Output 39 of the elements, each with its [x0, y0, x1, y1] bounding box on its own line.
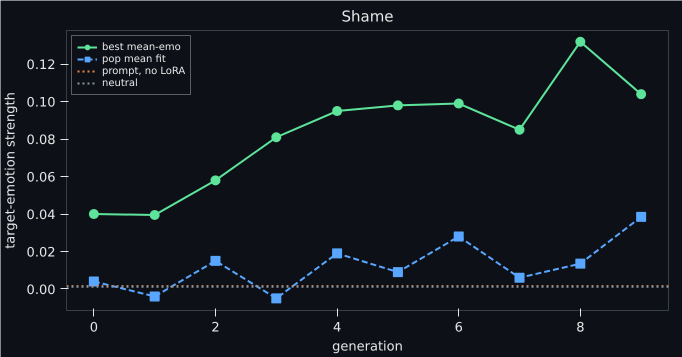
point: [514, 272, 525, 283]
point: [454, 232, 464, 242]
y-tick-label: 0.12: [26, 58, 56, 74]
legend-label: neutral: [102, 77, 138, 89]
point: [210, 256, 220, 266]
point: [636, 89, 646, 100]
point: [88, 209, 99, 220]
point: [332, 248, 342, 258]
y-tick-label: 0.04: [26, 208, 56, 224]
x-tick-label: 0: [90, 320, 98, 336]
point: [575, 36, 586, 47]
chart-title: Shame: [341, 8, 394, 26]
point: [150, 210, 160, 220]
x-tick-label: 4: [332, 320, 342, 336]
point: [575, 258, 586, 269]
y-axis-title: target-emotion strength: [4, 92, 19, 249]
point: [636, 212, 646, 222]
point: [210, 175, 220, 186]
x-axis-title: generation: [332, 340, 403, 354]
x-tick-label: 2: [211, 320, 220, 336]
point: [392, 267, 403, 278]
point: [88, 276, 99, 286]
point: [514, 124, 525, 135]
legend-label: pop mean fit: [102, 53, 166, 65]
point: [271, 293, 282, 304]
point: [392, 100, 403, 110]
y-tick-label: 0.08: [26, 133, 56, 148]
y-tick-label: 0.10: [26, 96, 56, 111]
y-tick-label: 0.06: [26, 170, 56, 186]
y-tick-label: 0.00: [26, 282, 56, 298]
point: [271, 132, 282, 142]
x-tick-label: 8: [576, 320, 584, 336]
x-tick-label: 6: [454, 320, 463, 336]
point: [150, 291, 160, 302]
y-tick-label: 0.02: [26, 246, 56, 261]
legend-label: best mean-emo: [102, 41, 181, 53]
point: [332, 106, 342, 116]
legend-label: prompt, no LoRA: [102, 65, 186, 77]
point: [454, 98, 464, 109]
